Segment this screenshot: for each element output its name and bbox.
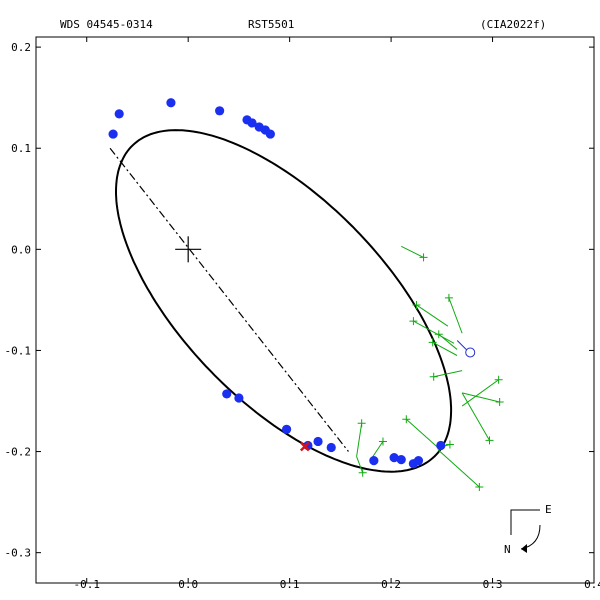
y-tick-label: -0.1 xyxy=(5,344,32,357)
observation-plus xyxy=(357,419,366,428)
residual-line xyxy=(438,333,458,350)
orientation-compass: E N xyxy=(504,503,552,556)
compass-arc xyxy=(520,524,541,550)
orbit-reference: (CIA2022f) xyxy=(480,18,546,31)
observation-plus xyxy=(378,437,387,446)
residual-line xyxy=(401,245,424,258)
x-tick-label: 0.0 xyxy=(178,578,198,591)
predicted-connector xyxy=(456,340,467,350)
periastron-cross xyxy=(299,441,310,452)
x-tick-label: 0.2 xyxy=(381,578,401,591)
x-tick-label: -0.1 xyxy=(73,578,100,591)
plot-frame xyxy=(35,36,595,584)
line-of-nodes xyxy=(109,147,349,452)
residual-line xyxy=(433,370,463,378)
x-tick-label: 0.4 xyxy=(584,578,600,591)
observation-point xyxy=(108,129,118,139)
primary-star-cross xyxy=(175,236,202,263)
observation-point xyxy=(369,456,379,466)
orbit-ellipse xyxy=(115,129,453,473)
observation-plus xyxy=(444,293,453,302)
residual-observations xyxy=(356,245,504,491)
observation-plus xyxy=(409,317,418,326)
observation-point xyxy=(326,442,336,453)
residual-line xyxy=(461,392,500,403)
observation-plus xyxy=(434,330,443,339)
observation-plus xyxy=(475,482,484,491)
observation-point xyxy=(281,424,292,434)
residual-line xyxy=(461,379,499,407)
observation-plus xyxy=(494,375,503,384)
axis-ticks xyxy=(36,37,595,583)
compass-axes xyxy=(510,509,540,535)
residual-line xyxy=(356,456,364,473)
compass-north-label: N xyxy=(504,543,511,556)
y-tick-label: -0.3 xyxy=(5,547,32,560)
compass-arrowhead xyxy=(521,544,527,553)
observation-plus xyxy=(428,338,437,347)
observation-plus xyxy=(445,440,454,449)
y-tick-labels: 0.2 0.1 0.0 -0.1 -0.2 -0.3 xyxy=(5,41,32,560)
observation-plus xyxy=(485,436,494,445)
residual-line xyxy=(461,392,490,441)
observation-plus xyxy=(412,300,421,309)
y-tick-label: 0.2 xyxy=(11,41,31,54)
observation-point xyxy=(222,389,232,399)
observation-point xyxy=(265,129,275,139)
x-tick-label: 0.1 xyxy=(280,578,300,591)
observation-point xyxy=(396,455,406,465)
y-tick-label: 0.0 xyxy=(11,243,31,256)
observation-point xyxy=(247,118,257,128)
compass-east-label: E xyxy=(545,503,552,516)
observation-point xyxy=(215,106,225,116)
residual-line xyxy=(448,297,463,334)
predicted-position xyxy=(456,340,476,358)
observation-point xyxy=(234,393,244,403)
observation-plus xyxy=(419,253,428,262)
observation-point xyxy=(413,456,424,466)
residual-line xyxy=(437,449,480,488)
periastron-marker xyxy=(299,441,310,452)
observation-plus xyxy=(402,415,411,424)
residual-line xyxy=(416,304,449,327)
y-tick-label: -0.2 xyxy=(5,446,32,459)
observation-plus xyxy=(358,468,367,477)
predicted-circle xyxy=(465,347,476,358)
observed-positions xyxy=(108,98,446,469)
observation-point xyxy=(114,109,124,119)
residual-line xyxy=(356,423,363,457)
residual-line xyxy=(432,341,458,356)
observation-point xyxy=(313,436,323,447)
observation-point xyxy=(389,453,399,463)
observation-plus xyxy=(429,372,438,381)
observation-point xyxy=(436,440,446,451)
wds-label: WDS 04545-0314 xyxy=(60,18,153,31)
y-tick-label: 0.1 xyxy=(11,142,31,155)
x-tick-labels: -0.1 0.0 0.1 0.2 0.3 0.4 xyxy=(73,578,600,591)
star-name: RST5501 xyxy=(248,18,294,31)
observation-point xyxy=(166,98,176,108)
observation-plus xyxy=(495,398,504,407)
residual-line xyxy=(413,320,455,344)
x-tick-label: 0.3 xyxy=(483,578,503,591)
residual-line xyxy=(405,418,438,447)
